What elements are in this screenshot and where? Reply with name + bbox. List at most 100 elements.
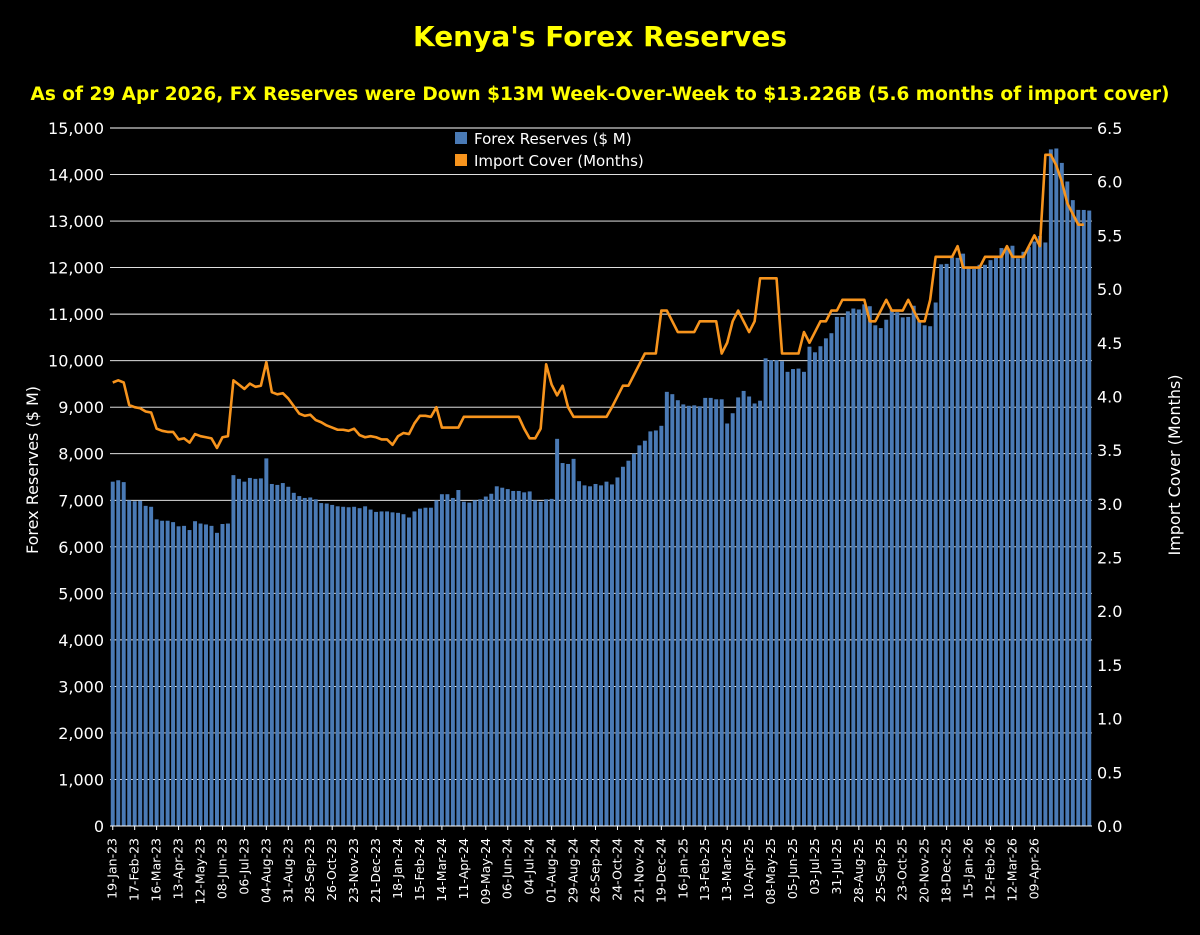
y2-tick-label: 0.5	[1097, 763, 1122, 782]
bar	[176, 526, 181, 826]
bar	[642, 440, 647, 826]
y-tick-label: 13,000	[48, 212, 104, 231]
bar	[357, 508, 362, 826]
bar	[933, 302, 938, 826]
bar	[1021, 251, 1026, 826]
bar	[812, 352, 817, 826]
import-cover-line	[112, 153, 1084, 450]
bar	[637, 445, 642, 826]
bar	[582, 485, 587, 826]
x-tick-label: 12-May-23	[193, 838, 208, 904]
y-tick-label: 9,000	[58, 398, 104, 417]
bar-series	[110, 148, 1092, 827]
y-tick-label: 7,000	[58, 491, 104, 510]
y-tick-label: 11,000	[48, 305, 104, 324]
y-tick-label: 1,000	[58, 770, 104, 789]
bar	[346, 507, 351, 826]
bar	[385, 511, 390, 826]
y-axis-label: Forex Reserves ($ M)	[23, 386, 42, 554]
bar	[236, 478, 241, 826]
bar	[253, 478, 258, 826]
bar	[209, 525, 214, 826]
x-tick-label: 01-Aug-24	[544, 838, 559, 903]
bar	[407, 517, 411, 826]
bar	[555, 438, 560, 826]
x-tick-label: 23-Nov-23	[346, 838, 361, 903]
x-tick-label: 15-Jan-26	[961, 838, 976, 899]
bar	[428, 507, 433, 826]
bar	[664, 391, 669, 826]
bar	[396, 512, 400, 826]
bar	[275, 484, 280, 826]
bar	[966, 268, 971, 827]
bar	[549, 498, 554, 826]
bar	[1043, 242, 1048, 827]
bar	[516, 490, 521, 826]
bar	[906, 316, 911, 826]
bar	[725, 423, 730, 826]
x-tick-label: 09-May-24	[478, 838, 493, 905]
bar	[231, 475, 236, 826]
legend-label-bars: Forex Reserves ($ M)	[474, 130, 632, 148]
bar	[922, 325, 927, 826]
x-tick-label: 06-Jul-23	[236, 838, 251, 895]
bar	[895, 312, 900, 827]
x-tick-label: 16-Mar-23	[149, 838, 164, 902]
bar	[280, 483, 285, 826]
bar	[796, 368, 801, 826]
bar	[571, 458, 576, 826]
x-tick-label: 19-Dec-24	[653, 838, 668, 903]
bar	[697, 406, 702, 826]
bar	[818, 346, 823, 826]
bar	[1054, 148, 1059, 826]
bar	[1081, 209, 1086, 827]
bar	[730, 413, 735, 826]
x-tick-label: 13-Feb-25	[697, 838, 712, 901]
x-tick-label: 11-Apr-24	[456, 838, 471, 899]
bar	[110, 481, 115, 826]
bar	[242, 481, 247, 826]
bar	[961, 253, 966, 826]
bar	[472, 500, 477, 826]
bar	[834, 316, 839, 826]
bar	[758, 400, 763, 826]
bar	[165, 520, 170, 826]
x-tick-label: 25-Sep-25	[873, 838, 888, 902]
bar	[889, 309, 894, 827]
bar	[379, 511, 384, 826]
x-tick-label: 29-Aug-24	[566, 838, 581, 903]
bar	[544, 499, 549, 826]
bar	[681, 404, 686, 826]
chart-subtitle: As of 29 Apr 2026, FX Reserves were Down…	[31, 84, 1170, 105]
legend: Forex Reserves ($ M) Import Cover (Month…	[455, 130, 644, 170]
x-tick-label: 19-Jan-23	[105, 838, 120, 899]
bar	[955, 257, 960, 826]
bar	[791, 369, 795, 826]
x-tick-label: 13-Apr-23	[171, 838, 186, 899]
bar	[286, 486, 291, 826]
bar	[802, 371, 806, 826]
bar	[127, 500, 132, 826]
bar	[928, 326, 933, 826]
bar	[577, 481, 582, 826]
bar	[412, 511, 417, 826]
bar	[324, 503, 329, 826]
bar	[593, 483, 598, 826]
bar	[692, 405, 697, 826]
bar	[648, 431, 653, 826]
bar	[686, 405, 691, 826]
bar	[308, 497, 313, 826]
bar	[258, 478, 263, 826]
bar	[873, 325, 878, 826]
bar	[374, 511, 379, 826]
bar	[703, 397, 708, 826]
bar	[500, 487, 505, 826]
bar	[604, 481, 609, 826]
x-tick-label: 16-Jan-25	[675, 838, 690, 899]
bar	[807, 346, 812, 826]
bar	[505, 489, 510, 826]
bar	[763, 358, 768, 826]
bar	[494, 486, 499, 826]
bar	[631, 453, 636, 826]
bar	[719, 399, 724, 826]
